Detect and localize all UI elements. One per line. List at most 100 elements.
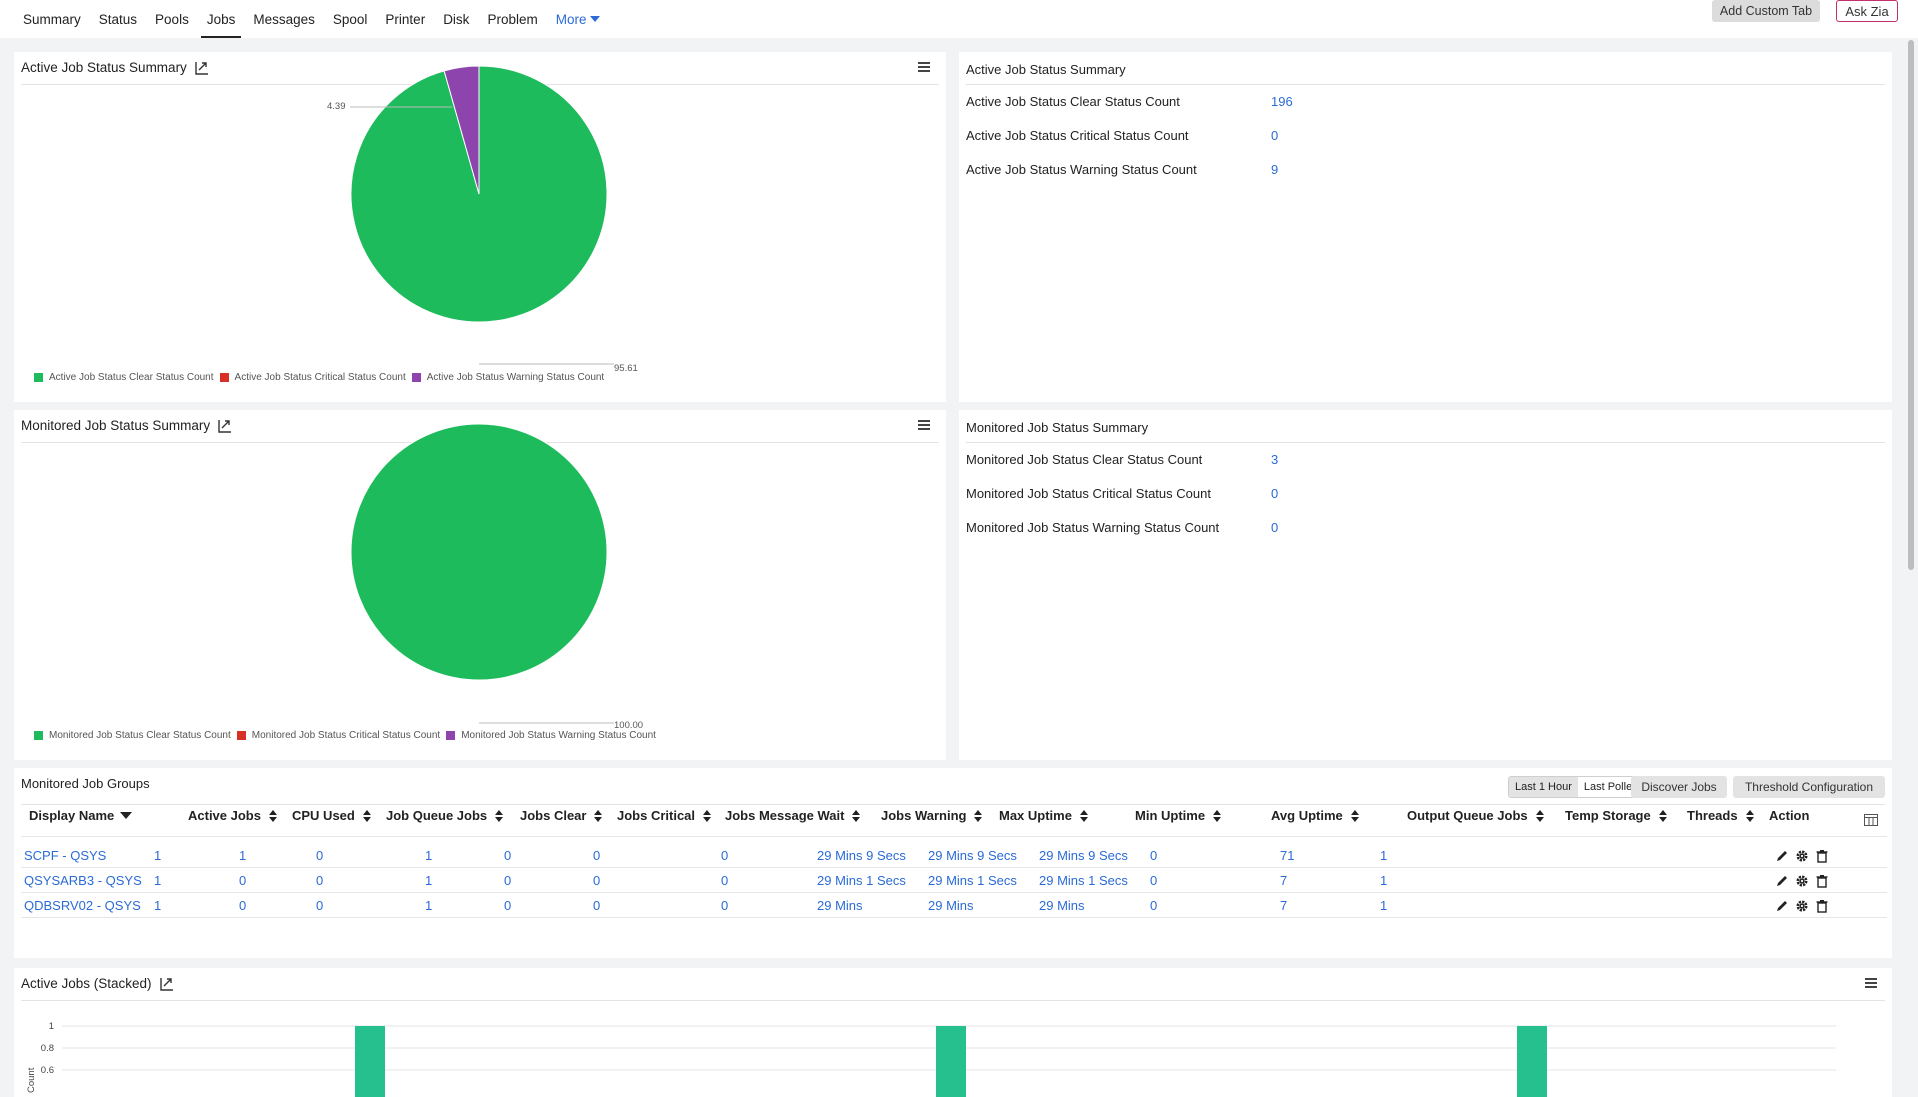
legend-item-warning[interactable]: Active Job Status Warning Status Count — [411, 372, 604, 383]
column-header-jobs-warning[interactable]: Jobs Warning — [881, 808, 983, 823]
column-header-max-uptime[interactable]: Max Uptime — [999, 808, 1088, 823]
tab-problem[interactable]: Problem — [487, 11, 538, 27]
hamburger-menu-icon[interactable] — [918, 420, 930, 430]
table-cell-link[interactable]: 29 Mins 9 Secs — [928, 848, 1017, 863]
open-report-icon[interactable] — [195, 61, 209, 75]
job-group-name-link[interactable]: QSYSARB3 - QSYS — [24, 873, 142, 888]
discover-jobs-button[interactable]: Discover Jobs — [1631, 776, 1727, 798]
bar[interactable] — [936, 1026, 966, 1097]
settings-icon[interactable] — [1795, 874, 1809, 888]
table-cell-link[interactable]: 0 — [721, 898, 729, 913]
table-cell-link[interactable]: 1 — [1380, 873, 1388, 888]
legend-item-critical[interactable]: Monitored Job Status Critical Status Cou… — [236, 730, 440, 741]
kv-value-link[interactable]: 0 — [1271, 486, 1279, 501]
pie-slice[interactable] — [443, 65, 480, 195]
column-header-jobs-clear[interactable]: Jobs Clear — [520, 808, 603, 823]
column-header-output-queue-jobs[interactable]: Output Queue Jobs — [1407, 808, 1544, 823]
table-cell-link[interactable]: 7 — [1280, 898, 1288, 913]
column-header-jobs-critical[interactable]: Jobs Critical — [617, 808, 712, 823]
table-cell-link[interactable]: 7 — [1280, 873, 1288, 888]
table-cell-link[interactable]: 0 — [504, 898, 512, 913]
column-header-display-name[interactable]: Display Name — [29, 808, 133, 823]
table-cell-link[interactable]: 1 — [1380, 898, 1388, 913]
table-cell-link[interactable]: 29 Mins 1 Secs — [817, 873, 906, 888]
table-cell-link[interactable]: 0 — [721, 848, 729, 863]
table-cell-link[interactable]: 71 — [1280, 848, 1295, 863]
range-last-polled-option[interactable]: Last Polled — [1583, 781, 1639, 793]
kv-value-link[interactable]: 196 — [1271, 94, 1293, 109]
table-cell-link[interactable]: 0 — [1150, 898, 1158, 913]
legend-item-clear[interactable]: Monitored Job Status Clear Status Count — [34, 730, 231, 741]
table-cell-link[interactable]: 0 — [316, 873, 324, 888]
table-cell-link[interactable]: 0 — [239, 873, 247, 888]
table-cell-link[interactable]: 0 — [239, 898, 247, 913]
edit-icon[interactable] — [1775, 874, 1789, 888]
delete-icon[interactable] — [1815, 849, 1829, 863]
column-header-job-queue-jobs[interactable]: Job Queue Jobs — [386, 808, 504, 823]
delete-icon[interactable] — [1815, 874, 1829, 888]
kv-value-link[interactable]: 0 — [1271, 520, 1279, 535]
add-custom-tab-button[interactable]: Add Custom Tab — [1712, 0, 1820, 22]
tab-summary[interactable]: Summary — [23, 11, 81, 27]
table-cell-link[interactable]: 29 Mins — [817, 898, 863, 913]
table-cell-link[interactable]: 29 Mins 1 Secs — [1039, 873, 1128, 888]
table-cell-link[interactable]: 0 — [721, 873, 729, 888]
settings-icon[interactable] — [1795, 849, 1809, 863]
table-cell-link[interactable]: 29 Mins — [928, 898, 974, 913]
tab-messages[interactable]: Messages — [253, 11, 315, 27]
tab-printer[interactable]: Printer — [385, 11, 426, 27]
bar[interactable] — [355, 1026, 385, 1097]
column-chooser-icon[interactable] — [1864, 814, 1878, 826]
kv-value-link[interactable]: 9 — [1271, 162, 1279, 177]
bar[interactable] — [1517, 1026, 1547, 1097]
table-cell-link[interactable]: 1 — [154, 873, 162, 888]
column-header-active-jobs[interactable]: Active Jobs — [188, 808, 277, 823]
column-header-temp-storage[interactable]: Temp Storage — [1565, 808, 1667, 823]
delete-icon[interactable] — [1815, 899, 1829, 913]
table-cell-link[interactable]: 1 — [239, 848, 247, 863]
table-cell-link[interactable]: 29 Mins — [1039, 898, 1085, 913]
page-scrollbar[interactable] — [1908, 40, 1914, 570]
table-cell-link[interactable]: 0 — [1150, 848, 1158, 863]
pie-slice[interactable] — [350, 423, 608, 681]
table-cell-link[interactable]: 0 — [593, 848, 601, 863]
tab-spool[interactable]: Spool — [332, 11, 368, 27]
column-header-min-uptime[interactable]: Min Uptime — [1135, 808, 1222, 823]
tab-status[interactable]: Status — [98, 11, 138, 27]
ask-zia-button[interactable]: Ask Zia — [1836, 0, 1898, 22]
table-cell-link[interactable]: 29 Mins 9 Secs — [1039, 848, 1128, 863]
table-cell-link[interactable]: 1 — [425, 873, 433, 888]
settings-icon[interactable] — [1795, 899, 1809, 913]
table-cell-link[interactable]: 0 — [316, 898, 324, 913]
edit-icon[interactable] — [1775, 899, 1789, 913]
table-cell-link[interactable]: 1 — [425, 848, 433, 863]
range-last-hour-option[interactable]: Last 1 Hour — [1509, 777, 1578, 797]
table-cell-link[interactable]: 0 — [316, 848, 324, 863]
table-cell-link[interactable]: 29 Mins 1 Secs — [928, 873, 1017, 888]
table-cell-link[interactable]: 0 — [504, 873, 512, 888]
table-cell-link[interactable]: 0 — [1150, 873, 1158, 888]
table-cell-link[interactable]: 1 — [154, 848, 162, 863]
column-header-avg-uptime[interactable]: Avg Uptime — [1271, 808, 1359, 823]
hamburger-menu-icon[interactable] — [918, 62, 930, 72]
tab-more[interactable]: More — [547, 0, 610, 38]
edit-icon[interactable] — [1775, 849, 1789, 863]
table-cell-link[interactable]: 1 — [1380, 848, 1388, 863]
column-header-jobs-message-wait[interactable]: Jobs Message Wait — [725, 808, 861, 823]
legend-item-critical[interactable]: Active Job Status Critical Status Count — [219, 372, 406, 383]
tab-pools[interactable]: Pools — [155, 11, 189, 27]
legend-item-clear[interactable]: Active Job Status Clear Status Count — [34, 372, 214, 383]
legend-item-warning[interactable]: Monitored Job Status Warning Status Coun… — [446, 730, 656, 741]
job-group-name-link[interactable]: QDBSRV02 - QSYS — [24, 898, 141, 913]
tab-disk[interactable]: Disk — [443, 11, 470, 27]
tab-jobs[interactable]: Jobs — [198, 0, 245, 38]
hamburger-menu-icon[interactable] — [1865, 978, 1877, 988]
table-cell-link[interactable]: 0 — [593, 898, 601, 913]
job-group-name-link[interactable]: SCPF - QSYS — [24, 848, 107, 863]
table-cell-link[interactable]: 0 — [504, 848, 512, 863]
table-cell-link[interactable]: 1 — [425, 898, 433, 913]
kv-value-link[interactable]: 3 — [1271, 452, 1279, 467]
column-header-threads[interactable]: Threads — [1687, 808, 1754, 823]
column-header-cpu-used[interactable]: CPU Used — [292, 808, 371, 823]
open-report-icon[interactable] — [218, 419, 232, 433]
